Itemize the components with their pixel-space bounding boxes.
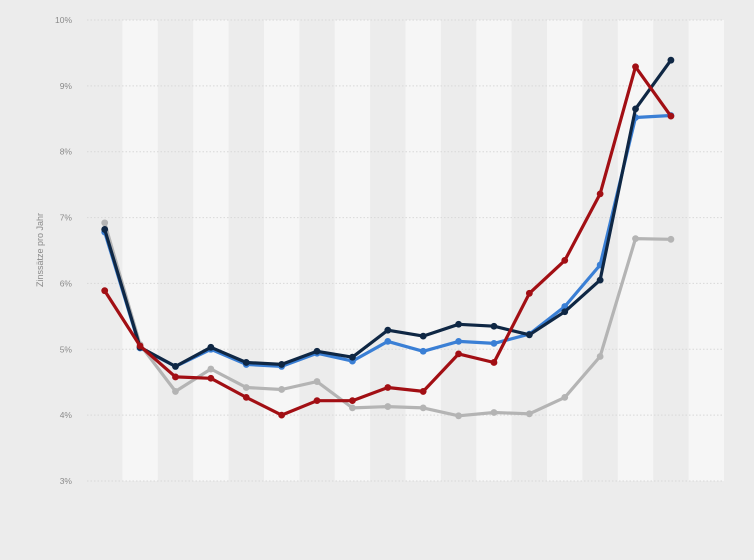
series-4 bbox=[101, 63, 675, 419]
data-point[interactable] bbox=[667, 56, 675, 64]
data-point[interactable] bbox=[419, 347, 427, 355]
data-point[interactable] bbox=[596, 190, 604, 198]
data-point[interactable] bbox=[172, 388, 179, 395]
data-point[interactable] bbox=[525, 410, 533, 418]
data-point[interactable] bbox=[632, 63, 639, 71]
data-point[interactable] bbox=[101, 287, 109, 295]
data-point[interactable] bbox=[455, 337, 462, 345]
data-point[interactable] bbox=[278, 386, 286, 393]
data-point[interactable] bbox=[525, 331, 533, 339]
data-point[interactable] bbox=[384, 337, 392, 345]
data-point[interactable] bbox=[172, 363, 179, 370]
series-3 bbox=[101, 56, 675, 370]
data-point[interactable] bbox=[207, 374, 215, 382]
data-point[interactable] bbox=[313, 347, 321, 355]
background-band bbox=[405, 20, 441, 481]
series-line bbox=[103, 58, 673, 368]
gridlines bbox=[87, 19, 724, 482]
data-point[interactable] bbox=[561, 308, 569, 316]
y-tick-label: 9% bbox=[60, 81, 73, 91]
data-point[interactable] bbox=[172, 373, 179, 381]
y-axis-ticks: 3% 4% 5% 6% 7% 8% 9% 10% bbox=[55, 15, 72, 486]
y-tick-label: 6% bbox=[60, 278, 73, 288]
y-tick-label: 7% bbox=[60, 213, 73, 223]
data-point[interactable] bbox=[455, 350, 462, 358]
data-point[interactable] bbox=[596, 276, 604, 284]
data-point[interactable] bbox=[242, 393, 250, 401]
data-point[interactable] bbox=[419, 388, 427, 395]
y-tick-label: 3% bbox=[60, 476, 73, 486]
background-band bbox=[334, 20, 371, 481]
data-point[interactable] bbox=[561, 256, 569, 264]
data-point[interactable] bbox=[278, 361, 286, 368]
data-point[interactable] bbox=[455, 320, 462, 328]
y-tick-label: 10% bbox=[55, 15, 72, 25]
data-point[interactable] bbox=[101, 219, 109, 227]
data-point[interactable] bbox=[136, 342, 144, 350]
data-point[interactable] bbox=[490, 339, 498, 347]
data-point[interactable] bbox=[313, 397, 321, 405]
data-point[interactable] bbox=[207, 343, 215, 351]
data-point[interactable] bbox=[242, 384, 250, 391]
data-point[interactable] bbox=[207, 365, 215, 373]
data-point[interactable] bbox=[596, 353, 604, 360]
background-band bbox=[476, 20, 512, 481]
data-point[interactable] bbox=[384, 326, 392, 334]
data-point[interactable] bbox=[632, 105, 639, 113]
y-tick-label: 8% bbox=[60, 147, 73, 157]
data-point[interactable] bbox=[101, 226, 109, 233]
data-point[interactable] bbox=[242, 359, 250, 366]
data-point[interactable] bbox=[278, 411, 286, 419]
data-point[interactable] bbox=[384, 403, 392, 410]
data-point[interactable] bbox=[667, 235, 675, 243]
background-band bbox=[617, 20, 654, 481]
data-point[interactable] bbox=[349, 397, 356, 405]
background-band bbox=[122, 20, 158, 481]
data-point[interactable] bbox=[384, 384, 392, 391]
data-point[interactable] bbox=[490, 322, 498, 330]
data-point[interactable] bbox=[632, 235, 639, 243]
data-point[interactable] bbox=[419, 404, 427, 412]
series-line bbox=[103, 65, 673, 417]
y-axis-title: Zinssätze pro Jahr bbox=[35, 213, 45, 287]
data-point[interactable] bbox=[525, 289, 533, 297]
data-point[interactable] bbox=[349, 353, 356, 361]
series-group bbox=[101, 56, 675, 420]
background-bands bbox=[122, 20, 724, 481]
data-point[interactable] bbox=[455, 412, 462, 420]
background-band bbox=[263, 20, 300, 481]
background-band bbox=[193, 20, 229, 481]
background-band bbox=[547, 20, 583, 481]
data-point[interactable] bbox=[349, 404, 356, 412]
y-tick-label: 5% bbox=[60, 344, 73, 354]
y-tick-label: 4% bbox=[60, 410, 73, 420]
background-band bbox=[688, 20, 724, 481]
data-point[interactable] bbox=[313, 378, 321, 385]
data-point[interactable] bbox=[490, 359, 498, 366]
data-point[interactable] bbox=[667, 112, 675, 120]
data-point[interactable] bbox=[561, 393, 569, 401]
data-point[interactable] bbox=[490, 409, 498, 416]
data-point[interactable] bbox=[419, 332, 427, 340]
